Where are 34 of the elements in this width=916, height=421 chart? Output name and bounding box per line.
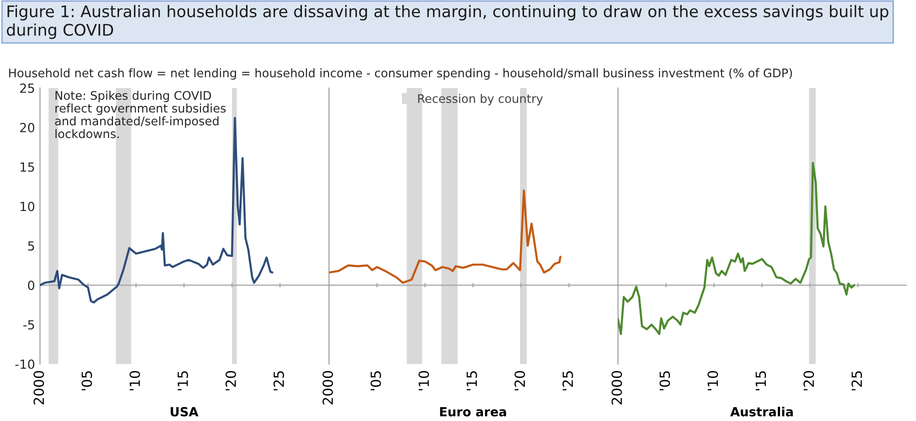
x-tick-label: '15: [756, 371, 766, 390]
y-tick-label: 10: [20, 202, 34, 212]
y-tick-label: 0: [28, 280, 34, 290]
x-axis-title: USA: [170, 407, 198, 416]
x-tick-label: '10: [130, 371, 140, 390]
line-series: [40, 116, 274, 304]
x-tick-label: '10: [708, 371, 718, 390]
x-tick-label: '20: [226, 371, 236, 390]
x-tick-label: '20: [804, 371, 814, 390]
x-tick-label: '10: [418, 371, 430, 390]
x-tick-label: '25: [274, 371, 284, 390]
x-axis-title: Australia: [730, 406, 793, 416]
y-tick-label: 20: [20, 122, 34, 132]
text: Figure 1: Australian households are dissaving at the margin, continuing to draw on the excess savings built up during COVID: [6, 5, 888, 39]
y-tick-label: 25: [20, 83, 34, 93]
x-tick-label: '25: [852, 371, 862, 390]
y-tick-label: -5: [23, 320, 34, 330]
x-tick-label: '05: [660, 371, 670, 390]
x-tick-label: 2000: [612, 371, 622, 404]
x-axis-title: Euro area: [440, 407, 506, 416]
annotation: Note: Spikes during COVID reflect government subsidies and mandated/self-imposed lockdowns.: [55, 90, 226, 138]
text: Household net cash flow = net lending = household income - consumer spending - household/small business investment (% of GDP): [9, 68, 792, 80]
x-tick-label: '25: [562, 371, 574, 390]
x-tick-label: 2000: [34, 371, 44, 404]
y-tick-label: -10: [15, 359, 34, 369]
y-tick-label: 15: [20, 162, 34, 172]
x-tick-label: '15: [178, 371, 188, 390]
x-tick-label: '20: [514, 371, 526, 390]
x-tick-label: '15: [466, 371, 478, 390]
x-tick-label: 2000: [322, 371, 334, 404]
band-label: Recession by country: [418, 94, 543, 106]
x-tick-label: '05: [82, 371, 92, 390]
x-tick-label: '05: [370, 371, 382, 390]
y-tick-label: 5: [28, 241, 34, 251]
